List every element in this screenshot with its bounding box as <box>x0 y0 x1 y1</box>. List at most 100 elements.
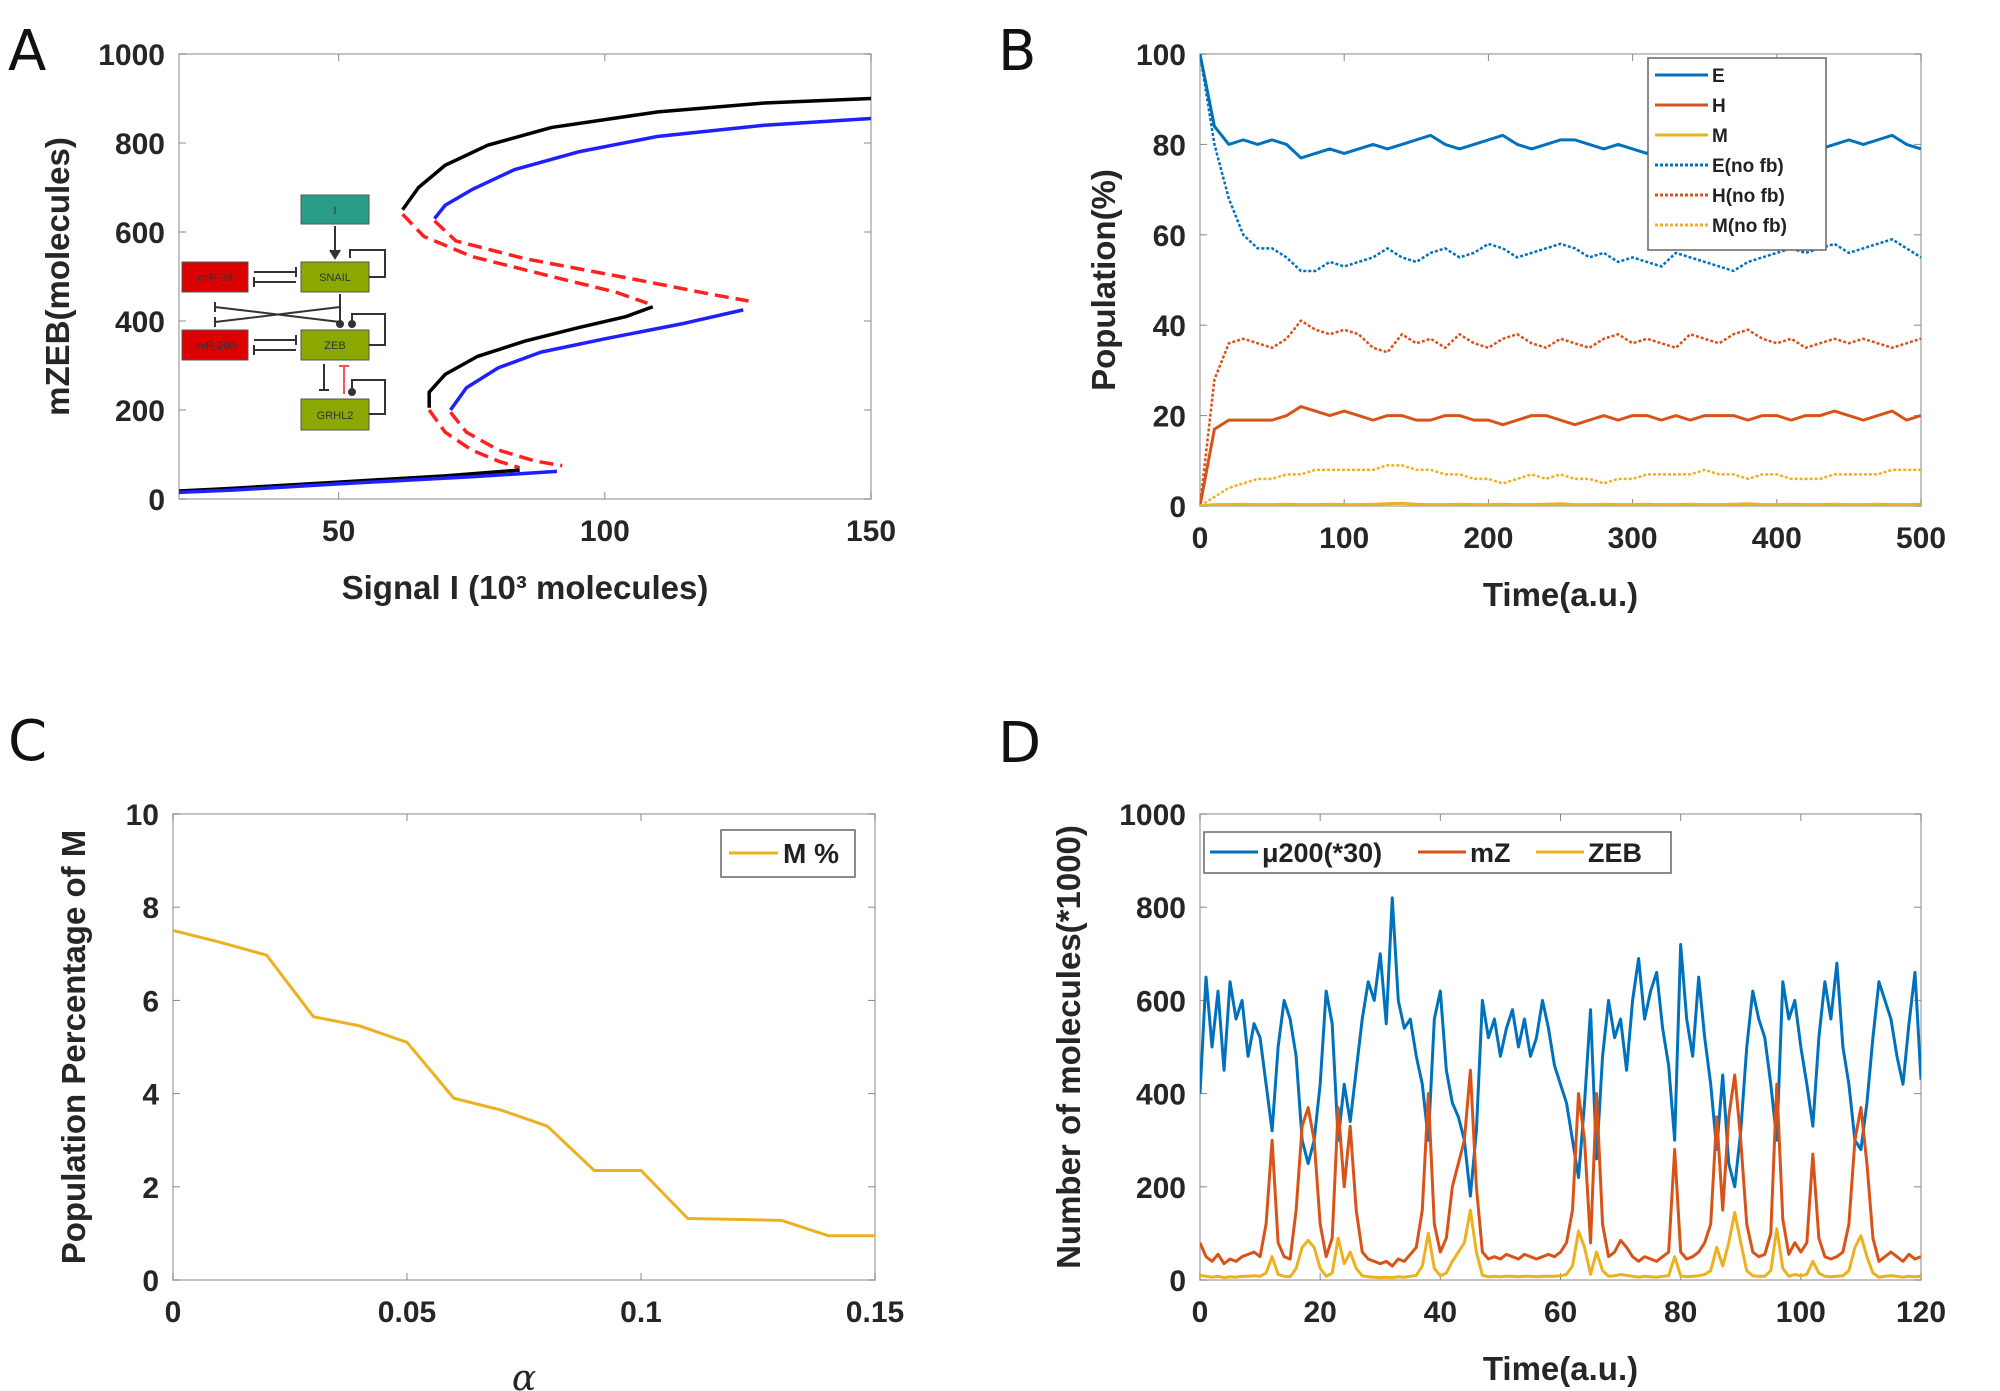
y-tick-label: 800 <box>115 128 165 161</box>
y-tick-label: 6 <box>142 985 159 1018</box>
y-tick-label: 20 <box>1153 401 1186 434</box>
legend-label: M <box>1712 126 1728 147</box>
node-signal-label: I <box>333 205 336 217</box>
y-tick-label: 600 <box>1136 985 1186 1018</box>
red-inhibition-edge <box>339 365 349 394</box>
y-tick-label: 600 <box>115 217 165 250</box>
curve-segment-2 <box>427 305 654 408</box>
series-line--200-30 <box>1200 896 1921 1198</box>
x-tick-label: 0 <box>1192 1296 1209 1329</box>
legend-label: mZ <box>1470 838 1511 868</box>
node-zeb-label: ZEB <box>324 340 345 352</box>
legend-label: M % <box>783 838 839 869</box>
series-line-zeb <box>1200 1208 1921 1280</box>
node-snail-label: SNAIL <box>319 272 351 284</box>
curve-segment-5 <box>433 116 871 220</box>
y-axis-label: mZEB(molecules) <box>39 137 76 416</box>
y-tick-label: 400 <box>1136 1079 1186 1112</box>
node-grhl2-label: GRHL2 <box>317 410 354 422</box>
y-tick-label: 4 <box>142 1079 159 1112</box>
legend: M % <box>720 829 856 878</box>
y-tick-label: 1000 <box>1119 799 1186 832</box>
network-inset-diagram: I SNAIL miR-34 ZEB miR-200 GRHL2 <box>181 194 386 431</box>
y-tick-label: 100 <box>1136 39 1186 72</box>
series-line-m <box>173 929 875 1238</box>
y-tick-label: 10 <box>126 799 159 832</box>
node-mir200-label: miR-200 <box>194 340 236 352</box>
x-axis-label: Time(a.u.) <box>1483 1350 1638 1387</box>
node-signal-box <box>300 194 370 225</box>
x-tick-label: 0.1 <box>620 1296 662 1329</box>
y-tick-label: 40 <box>1153 310 1186 343</box>
x-axis-label: Time(a.u.) <box>1483 576 1638 613</box>
curve-segment-6 <box>433 219 749 303</box>
y-tick-label: 400 <box>115 306 165 339</box>
curve-segment-9 <box>179 469 558 495</box>
series-line-e-no-fb <box>1200 54 1921 273</box>
series-line-h <box>1200 405 1921 506</box>
x-tick-label: 0.05 <box>378 1296 436 1329</box>
y-tick-label: 0 <box>148 484 165 517</box>
legend-label: H <box>1712 96 1726 117</box>
node-mir200-box <box>181 329 249 361</box>
legend: μ200(*30) mZ ZEB <box>1203 831 1672 874</box>
panel-label-a: A <box>8 19 46 84</box>
y-axis-label: Number of molecules(*1000) <box>1050 825 1087 1269</box>
y-tick-label: 200 <box>1136 1172 1186 1205</box>
x-tick-label: 80 <box>1664 1296 1697 1329</box>
panel-a-bifurcation-chart: 50 100 150 0 200 400 600 800 1000 Signal I (10³ m… <box>39 39 896 606</box>
panel-c-m-percentage-chart: 0 0.05 0.1 0.15 0 2 4 6 8 10 α Population Percentag… <box>55 799 904 1391</box>
x-tick-label: 400 <box>1752 522 1802 555</box>
x-tick-label: 50 <box>322 515 355 548</box>
y-tick-label: 0 <box>142 1265 159 1298</box>
node-mir34-label: miR-34 <box>197 272 232 284</box>
panel-label-c: C <box>8 709 47 774</box>
x-tick-label: 500 <box>1896 522 1946 555</box>
curve-segment-3 <box>427 408 521 470</box>
x-tick-label: 0 <box>165 1296 182 1329</box>
x-axis-label: Signal I (10³ molecules) <box>342 569 709 606</box>
y-tick-label: 800 <box>1136 892 1186 925</box>
y-tick-label: 80 <box>1153 129 1186 162</box>
legend-label: E <box>1712 66 1725 87</box>
y-tick-label: 0 <box>1169 491 1186 524</box>
legend-box <box>1647 57 1827 251</box>
legend: EHM E(no fb) H(no fb) M(no fb) <box>1647 57 1827 251</box>
series-line-mz <box>1200 1068 1921 1268</box>
x-tick-label: 150 <box>846 515 896 548</box>
series-line-m-no-fb <box>1200 464 1921 506</box>
x-tick-label: 0 <box>1192 522 1209 555</box>
node-mir34-box <box>181 261 249 293</box>
y-tick-label: 2 <box>142 1172 159 1205</box>
y-axis-label: Population(%) <box>1085 169 1122 391</box>
x-tick-label: 120 <box>1896 1296 1946 1329</box>
x-tick-label: 40 <box>1424 1296 1457 1329</box>
series-line-m <box>1200 501 1921 506</box>
y-tick-label: 60 <box>1153 220 1186 253</box>
legend-label: E(no fb) <box>1712 156 1784 177</box>
panel-d-molecules-chart: 0 20 40 60 80 100 120 0 200 400 600 800 1000 Time(a.u… <box>1050 799 1946 1387</box>
curve-segment-1 <box>401 212 649 305</box>
curve-segment-8 <box>449 411 563 468</box>
y-tick-label: 0 <box>1169 1265 1186 1298</box>
y-tick-label: 1000 <box>98 39 165 72</box>
x-tick-label: 20 <box>1303 1296 1336 1329</box>
y-tick-label: 200 <box>115 395 165 428</box>
x-axis-label: α <box>512 1358 536 1391</box>
legend-label: M(no fb) <box>1712 216 1787 237</box>
y-axis-label: Population Percentage of M <box>55 830 92 1265</box>
legend-box <box>720 829 856 878</box>
plot-area <box>1199 813 1922 1281</box>
panel-label-d: D <box>998 711 1041 776</box>
legend-label: H(no fb) <box>1712 186 1785 207</box>
network-edges <box>214 226 386 415</box>
plot-area <box>178 53 872 500</box>
legend-label: μ200(*30) <box>1262 838 1382 868</box>
curve-segment-0 <box>401 96 871 211</box>
plot-area <box>172 813 876 1281</box>
curve-segment-7 <box>449 308 744 412</box>
panel-b-population-chart: 0 100 200 300 400 500 0 20 40 60 80 100 Time(a.u.) Po… <box>1085 39 1946 613</box>
x-tick-label: 300 <box>1608 522 1658 555</box>
legend-label: ZEB <box>1588 838 1642 868</box>
node-zeb-box <box>300 329 370 361</box>
